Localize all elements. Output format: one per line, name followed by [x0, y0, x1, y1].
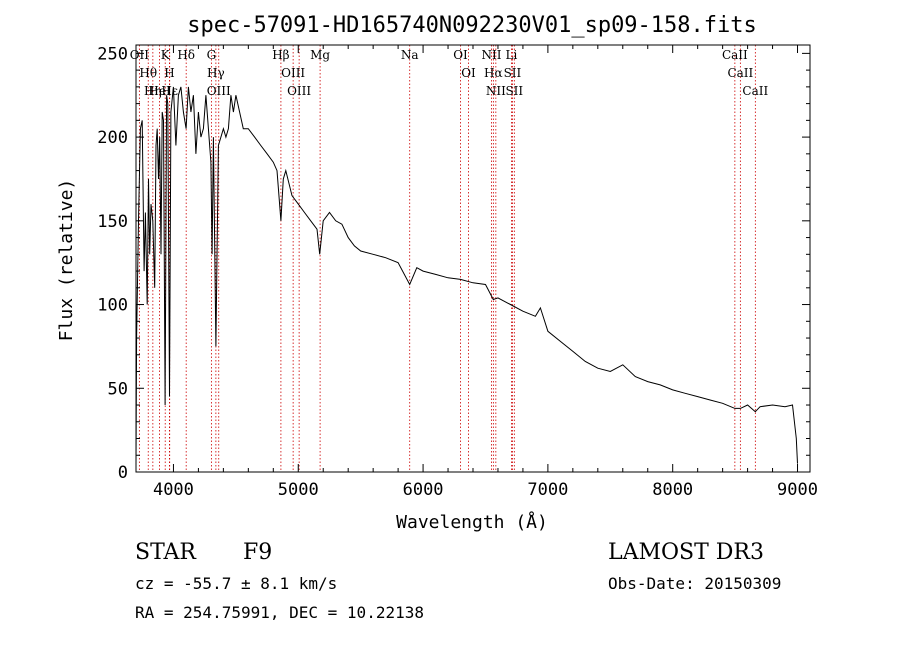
x-tick-label: 8000	[652, 480, 693, 500]
line-label: OI	[453, 48, 468, 62]
axis-ticks: 4000 5000 6000 7000 8000 9000 0 50 100 150 200 250	[97, 44, 818, 500]
line-label: Mg	[310, 48, 330, 62]
line-label: NII	[481, 48, 501, 62]
x-tick-label: 4000	[153, 480, 194, 500]
y-axis-label: Flux (relative)	[56, 179, 77, 342]
line-label: SII	[505, 84, 523, 98]
line-label: Hγ	[207, 66, 225, 80]
line-label: OIII	[287, 84, 311, 98]
x-tick-label: 5000	[278, 480, 319, 500]
line-label: K	[161, 48, 171, 62]
object-class: STAR	[135, 540, 196, 565]
y-tick-label: 50	[108, 379, 128, 399]
line-label: NII	[486, 84, 506, 98]
line-label: G	[207, 48, 217, 62]
object-subclass: F9	[243, 540, 273, 565]
y-tick-label: 200	[97, 128, 128, 148]
line-label: CaII	[742, 84, 768, 98]
line-label: Hθ	[139, 66, 157, 80]
chart-title: spec-57091-HD165740N092230V01_sp09-158.f…	[187, 13, 757, 38]
y-tick-label: 150	[97, 212, 128, 232]
x-tick-label: 7000	[527, 480, 568, 500]
line-label: OII	[130, 48, 150, 62]
line-label: Hε	[161, 84, 178, 98]
y-tick-label: 0	[118, 463, 128, 483]
line-label: Hη	[144, 84, 162, 98]
y-tick-label: 250	[97, 44, 128, 64]
line-label: H	[164, 66, 174, 80]
x-tick-label: 6000	[403, 480, 444, 500]
y-tick-label: 100	[97, 296, 128, 316]
line-label: OI	[461, 66, 476, 80]
line-label: CaII	[727, 66, 753, 80]
spectrum-line	[135, 86, 798, 464]
x-tick-label: 9000	[777, 480, 818, 500]
line-label: Li	[506, 48, 518, 62]
line-label: Hα	[484, 66, 503, 80]
line-label: CaII	[722, 48, 748, 62]
line-label: HeI	[148, 84, 171, 98]
observation-date: Obs-Date: 20150309	[608, 574, 782, 593]
line-label: Na	[401, 48, 419, 62]
line-label: OIII	[207, 84, 231, 98]
redshift-cz: cz = -55.7 ± 8.1 km/s	[135, 574, 338, 593]
spectral-line-markers	[138, 45, 756, 472]
coordinates: RA = 254.75991, DEC = 10.22138	[135, 603, 424, 622]
line-label: Hδ	[177, 48, 195, 62]
x-axis-label: Wavelength (Å)	[396, 511, 548, 533]
survey-name: LAMOST DR3	[608, 540, 764, 565]
plot-frame	[135, 44, 811, 473]
line-label: OIII	[281, 66, 305, 80]
line-label: SII	[504, 66, 522, 80]
line-label: Hβ	[272, 48, 289, 62]
